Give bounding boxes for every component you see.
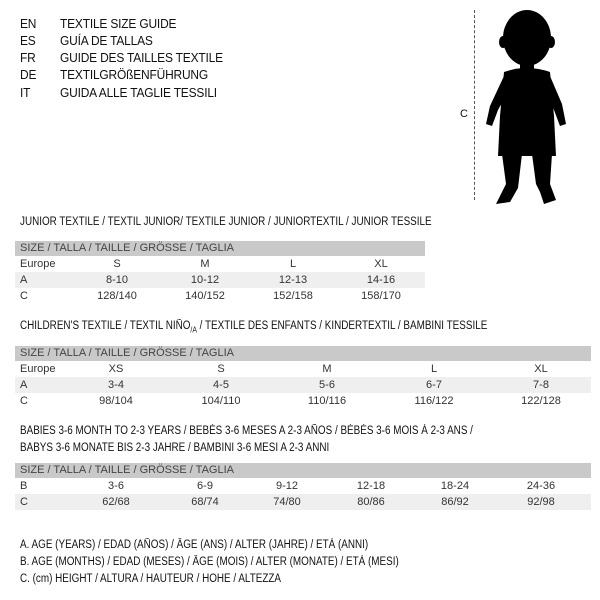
- cell: 3-6: [108, 480, 124, 492]
- cell: 14-16: [366, 274, 396, 286]
- cell: 12-13: [278, 274, 308, 286]
- cell: XS: [108, 363, 124, 375]
- junior-heading: JUNIOR TEXTILE / TEXTIL JUNIOR/ TEXTILE …: [20, 216, 432, 228]
- title-text: TEXTILGRÖßENFÜHRUNG: [60, 67, 209, 82]
- title-text: GUÍA DE TALLAS: [60, 33, 153, 48]
- cell: 6-9: [197, 480, 213, 492]
- cell: 7-8: [533, 379, 549, 391]
- cell: XL: [534, 363, 548, 375]
- row-label: Europe: [20, 363, 56, 375]
- table-row: C 62/68 68/74 74/80 80/86 86/92 92/98: [15, 494, 591, 510]
- junior-size-table: SIZE / TALLA / TAILLE / GRÖSSE / TAGLIA …: [15, 241, 425, 304]
- cell: 74/80: [273, 496, 301, 508]
- children-size-table: SIZE / TALLA / TAILLE / GRÖSSE / TAGLIA …: [15, 346, 591, 409]
- cell: 68/74: [191, 496, 219, 508]
- cell: 12-18: [356, 480, 386, 492]
- table-row: C 98/104 104/110 110/116 116/122 122/128: [15, 393, 591, 409]
- lang-code: DE: [20, 67, 37, 82]
- table-header: SIZE / TALLA / TAILLE / GRÖSSE / TAGLIA: [15, 463, 591, 478]
- cell: 98/104: [99, 395, 133, 407]
- lang-code: FR: [20, 50, 36, 65]
- table-header: SIZE / TALLA / TAILLE / GRÖSSE / TAGLIA: [15, 346, 591, 361]
- cell: 5-6: [319, 379, 335, 391]
- cell: 80/86: [357, 496, 385, 508]
- cell: 104/110: [201, 395, 241, 407]
- cell: M: [200, 258, 210, 270]
- height-measure-label: C: [460, 108, 468, 120]
- cell: S: [113, 258, 121, 270]
- cell: L: [430, 363, 438, 375]
- cell: 3-4: [108, 379, 124, 391]
- cell: 8-10: [105, 274, 129, 286]
- table-row: A 8-10 10-12 12-13 14-16: [15, 272, 425, 288]
- lang-code: EN: [20, 16, 37, 31]
- heading-subscript: /A: [190, 325, 197, 335]
- babies-heading-line1: BABIES 3-6 MONTH TO 2-3 YEARS / BEBÉS 3-…: [20, 425, 473, 437]
- children-heading: CHILDREN'S TEXTILE / TEXTIL NIÑO/A / TEX…: [20, 320, 487, 334]
- row-label: A: [20, 274, 28, 286]
- row-label: C: [20, 496, 28, 508]
- cell: 62/68: [102, 496, 130, 508]
- lang-code: IT: [20, 85, 31, 100]
- cell: 152/158: [273, 290, 313, 302]
- cell: S: [217, 363, 225, 375]
- row-label: C: [20, 290, 28, 302]
- cell: XL: [374, 258, 388, 270]
- table-row: B 3-6 6-9 9-12 12-18 18-24 24-36: [15, 478, 591, 494]
- table-row: Europe S M L XL: [15, 256, 425, 272]
- legend-c: C. (cm) HEIGHT / ALTURA / HAUTEUR / HÖHE…: [20, 573, 282, 585]
- row-label: Europe: [20, 258, 56, 270]
- cell: 4-5: [213, 379, 229, 391]
- cell: 128/140: [97, 290, 137, 302]
- table-header: SIZE / TALLA / TAILLE / GRÖSSE / TAGLIA: [15, 241, 425, 256]
- cell: 92/98: [527, 496, 555, 508]
- table-row: Europe XS S M L XL: [15, 361, 591, 377]
- row-label: C: [20, 395, 28, 407]
- cell: 110/116: [307, 395, 347, 407]
- child-silhouette-icon: [486, 10, 566, 204]
- cell: L: [289, 258, 297, 270]
- row-label: B: [20, 480, 28, 492]
- cell: 86/92: [441, 496, 469, 508]
- cell: 116/122: [414, 395, 454, 407]
- height-measure-line: [474, 10, 475, 200]
- table-row: C 128/140 140/152 152/158 158/170: [15, 288, 425, 304]
- lang-code: ES: [20, 33, 36, 48]
- cell: 18-24: [440, 480, 470, 492]
- cell: 24-36: [526, 480, 556, 492]
- cell: 10-12: [190, 274, 220, 286]
- heading-text: CHILDREN'S TEXTILE / TEXTIL NIÑO: [20, 320, 191, 332]
- cell: 9-12: [275, 480, 299, 492]
- row-label: A: [20, 379, 28, 391]
- babies-size-table: SIZE / TALLA / TAILLE / GRÖSSE / TAGLIA …: [15, 463, 591, 510]
- cell: 140/152: [185, 290, 225, 302]
- title-text: GUIDE DES TAILLES TEXTILE: [60, 50, 223, 65]
- title-text: GUIDA ALLE TAGLIE TESSILI: [60, 85, 217, 100]
- cell: 158/170: [361, 290, 401, 302]
- cell: 6-7: [426, 379, 442, 391]
- heading-text: / TEXTILE DES ENFANTS / KINDERTEXTIL / B…: [196, 320, 488, 332]
- table-row: A 3-4 4-5 5-6 6-7 7-8: [15, 377, 591, 393]
- legend-b: B. AGE (MONTHS) / EDAD (MESES) / ÂGE (MO…: [20, 556, 399, 568]
- title-text: TEXTILE SIZE GUIDE: [60, 16, 177, 31]
- legend-a: A. AGE (YEARS) / EDAD (AÑOS) / ÂGE (ANS)…: [20, 539, 369, 551]
- cell: M: [322, 363, 332, 375]
- cell: 122/128: [521, 395, 561, 407]
- babies-heading-line2: BABYS 3-6 MONATE BIS 2-3 JAHRE / BAMBINI…: [20, 442, 330, 454]
